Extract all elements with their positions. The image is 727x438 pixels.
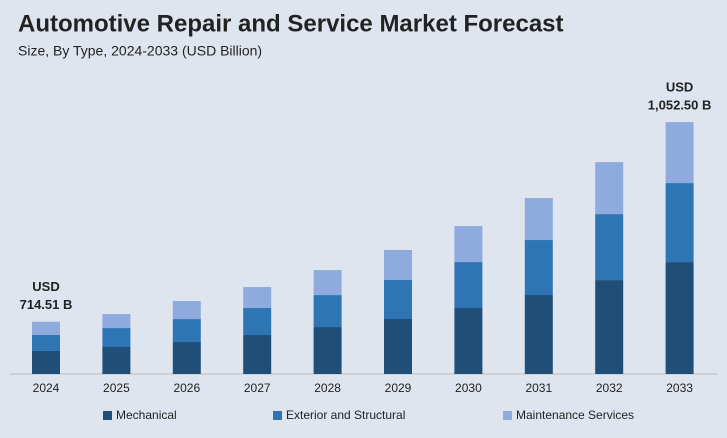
bar-segment <box>454 226 483 263</box>
chart-title: Automotive Repair and Service Market For… <box>18 10 564 37</box>
x-tick-label: 2024 <box>33 381 60 395</box>
bar-segment <box>313 295 342 328</box>
bar-segment <box>665 262 694 374</box>
bar-segment <box>524 240 553 296</box>
legend-swatch <box>103 411 112 420</box>
bar-segment <box>454 262 483 309</box>
x-tick-label: 2030 <box>455 381 482 395</box>
bar-segment <box>524 295 553 374</box>
bar-segment <box>384 250 412 281</box>
bar-segment <box>243 335 272 374</box>
bar-segment <box>102 328 131 348</box>
bar-segment <box>172 301 201 320</box>
bar-segment <box>524 198 553 241</box>
bar-segment <box>172 319 201 343</box>
x-tick-label: 2032 <box>596 381 623 395</box>
annotation: 1,052.50 B <box>648 98 712 113</box>
bar-segment <box>243 308 272 336</box>
legend-swatch <box>503 411 512 420</box>
x-tick-label: 2026 <box>173 381 200 395</box>
bar-segment <box>595 280 624 374</box>
legend-label: Maintenance Services <box>516 408 634 422</box>
legend-label: Exterior and Structural <box>286 408 405 422</box>
bar-segment <box>384 319 412 374</box>
x-tick-label: 2031 <box>525 381 552 395</box>
bar-segment <box>102 347 131 374</box>
x-tick-label: 2025 <box>103 381 130 395</box>
bar-segment <box>595 214 624 281</box>
bar-segment <box>384 280 412 320</box>
bar-segment <box>313 270 342 296</box>
bar-segment <box>313 327 342 374</box>
bar-segment <box>172 342 201 374</box>
chart-subtitle: Size, By Type, 2024-2033 (USD Billion) <box>18 43 262 59</box>
annotation: USD <box>666 80 693 95</box>
bar-segment <box>102 314 131 329</box>
x-tick-label: 2029 <box>385 381 412 395</box>
bar-segment <box>32 321 60 335</box>
legend-label: Mechanical <box>116 408 177 422</box>
annotation: USD <box>32 279 59 294</box>
bar-segment <box>32 334 60 351</box>
bar-segment <box>243 287 272 309</box>
annotation: 714.51 B <box>20 297 73 312</box>
bar-segment <box>665 183 694 263</box>
bar-segment <box>595 162 624 215</box>
bar-segment <box>665 122 694 184</box>
legend-swatch <box>273 411 282 420</box>
x-tick-label: 2028 <box>314 381 341 395</box>
bar-segment <box>32 350 60 374</box>
x-tick-label: 2027 <box>244 381 271 395</box>
bar-segment <box>454 308 483 374</box>
x-tick-label: 2033 <box>666 381 693 395</box>
